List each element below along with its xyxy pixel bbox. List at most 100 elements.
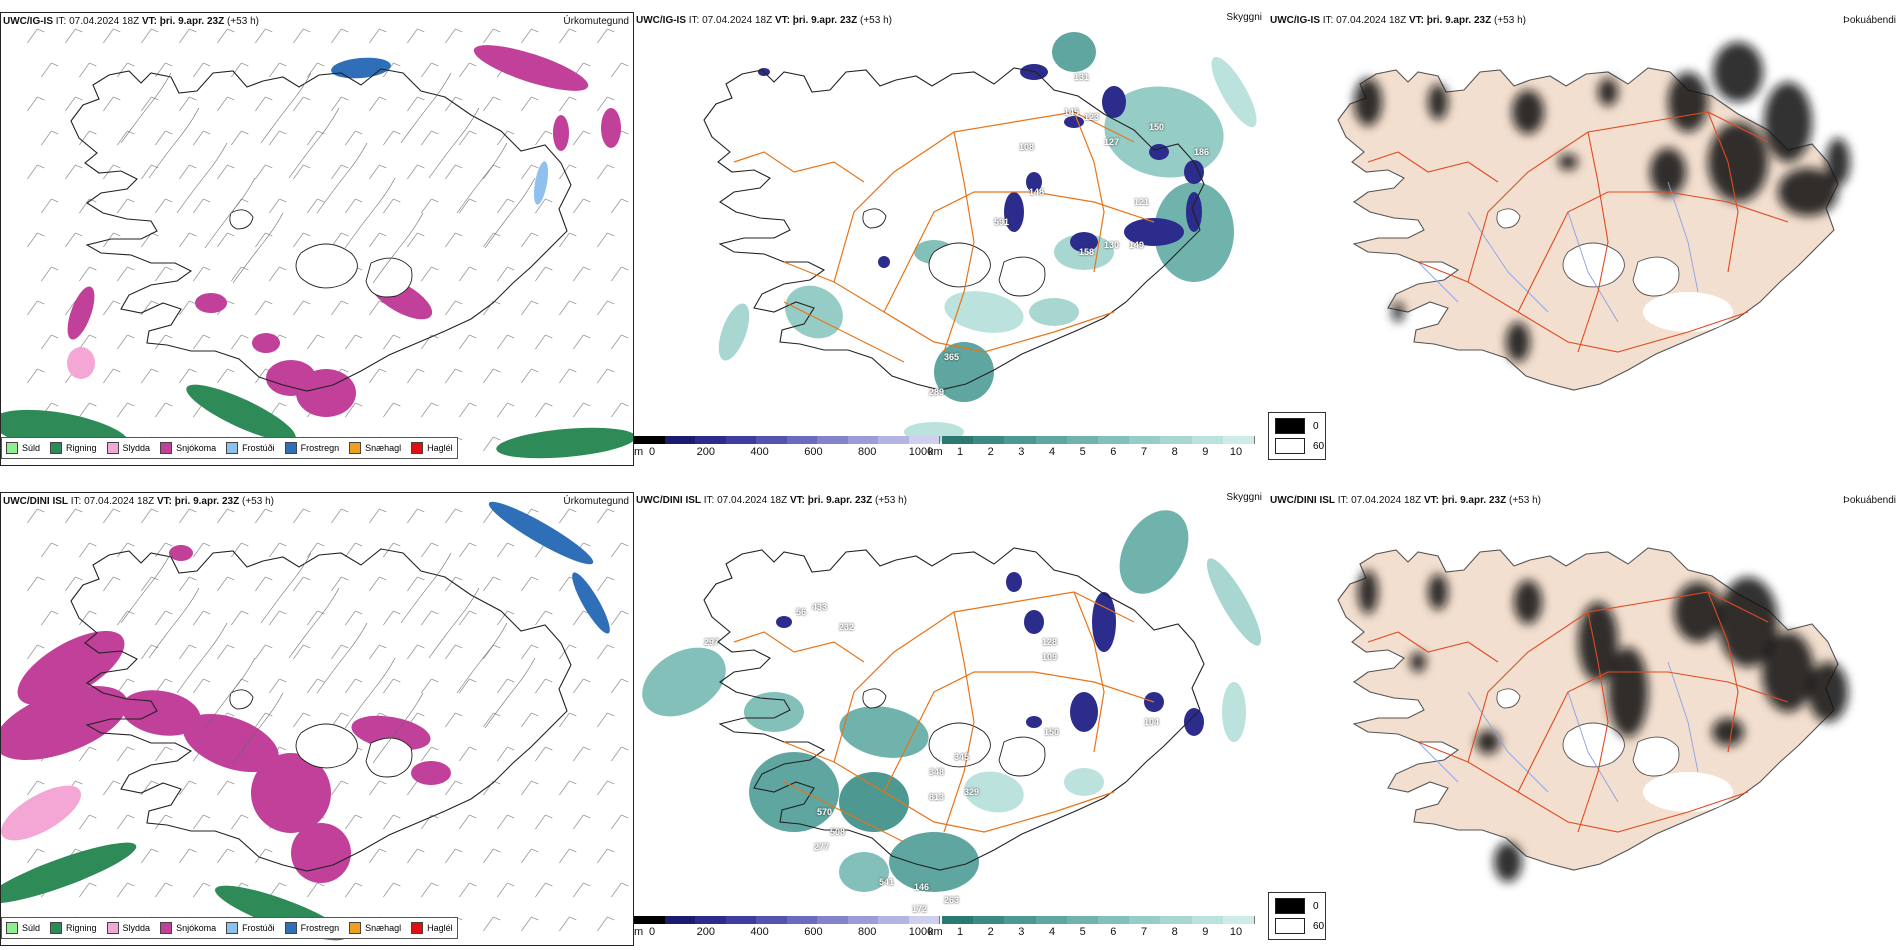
wind-barb <box>27 96 38 112</box>
wind-barb <box>597 164 608 180</box>
fog-high-area <box>1713 42 1763 102</box>
colorbar-segment <box>1066 436 1099 444</box>
fog-high-area <box>1354 78 1382 126</box>
wind-barb <box>559 164 570 180</box>
wind-barb <box>559 508 570 524</box>
panel-title: UWC/DINI ISL IT: 07.04.2024 18Z VT: þri.… <box>3 496 274 507</box>
wind-barb <box>179 96 190 112</box>
wind-barb <box>293 508 304 524</box>
visibility-value-label: 56 <box>796 607 807 617</box>
wind-barb-flag <box>265 164 273 169</box>
wind-barb-flag <box>279 266 287 271</box>
colorbar-tick: 9 <box>1202 446 1209 458</box>
lead-time: (+53 h) <box>875 495 907 506</box>
wind-barb-flag <box>583 814 591 819</box>
visibility-value-label: 263 <box>944 895 960 905</box>
wind-barb-flag <box>113 96 121 101</box>
wind-barb-flag <box>583 334 591 339</box>
glacier-outline <box>1562 242 1625 288</box>
wind-barb <box>255 96 266 112</box>
wind-barb-flag <box>113 28 121 33</box>
wind-barb-flag <box>569 712 577 717</box>
terrain-line <box>148 107 200 179</box>
wind-barb-flag <box>51 610 59 615</box>
wind-barb <box>459 746 470 762</box>
wind-barb <box>217 508 228 524</box>
wind-barb <box>407 164 418 180</box>
wind-barb <box>611 334 622 350</box>
wind-barb <box>117 198 128 214</box>
wind-barb-flag <box>37 508 45 513</box>
wind-barb-flag <box>227 232 235 237</box>
wind-barb <box>483 576 494 592</box>
wind-barb-flag <box>469 746 477 751</box>
wind-barb <box>193 542 204 558</box>
wind-barb-flag <box>569 916 577 921</box>
wind-barb-flag <box>51 266 59 271</box>
wind-barb-flag <box>127 542 135 547</box>
colorbar-segment <box>908 436 940 444</box>
wind-barb-flag <box>379 644 387 649</box>
colorbar-tick: 1 <box>956 446 964 458</box>
glacier-outline <box>365 737 413 778</box>
wind-barb <box>307 130 318 146</box>
precip-area <box>186 384 296 442</box>
terrain-line <box>428 107 480 179</box>
visibility-area <box>718 303 750 361</box>
wind-barb-flag <box>493 848 501 853</box>
glacier-outline <box>229 689 254 710</box>
fog-clear-area <box>1643 772 1733 812</box>
road <box>783 301 905 363</box>
wind-barb <box>559 300 570 316</box>
wind-barb-flag <box>379 164 387 169</box>
panel-title: UWC/DINI ISL IT: 07.04.2024 18Z VT: þri.… <box>636 495 907 506</box>
precip-area <box>572 572 610 634</box>
wind-barb <box>345 610 356 626</box>
wind-barb <box>497 746 508 762</box>
wind-barb <box>269 678 280 694</box>
wind-barb <box>141 780 152 796</box>
colorbar-tick: 0 <box>648 926 656 938</box>
wind-barb-flag <box>241 266 249 271</box>
lead-time: (+53 h) <box>1509 495 1541 506</box>
precip-legend-item: Haglél <box>411 442 453 454</box>
terrain-line <box>204 177 256 249</box>
wind-barb <box>421 62 432 78</box>
wind-barb-flag <box>37 300 45 305</box>
precip-area <box>251 753 331 833</box>
fog-legend-black-swatch <box>1275 898 1305 914</box>
fog-map <box>1337 42 1850 391</box>
wind-barb <box>445 368 456 384</box>
fog-high-area <box>1494 842 1522 882</box>
fog-panel-dini: UWC/DINI ISL IT: 07.04.2024 18Z VT: þri.… <box>1268 492 1900 944</box>
wind-barb-flag <box>469 882 477 887</box>
wind-barb <box>597 232 608 248</box>
wind-barb-flag <box>203 198 211 203</box>
wind-barb <box>117 746 128 762</box>
wind-barb-flag <box>37 232 45 237</box>
wind-barb-flag <box>455 28 463 33</box>
wind-barb-flag <box>621 62 629 67</box>
wind-barb <box>117 814 128 830</box>
wind-barb-flag <box>455 300 463 305</box>
colorbar-tick: 6 <box>1110 446 1117 458</box>
wind-barb-flag <box>127 610 135 615</box>
precip-legend-label: Snjókoma <box>176 923 217 933</box>
wind-barb-flag <box>127 746 135 751</box>
wind-barb-flag <box>113 232 121 237</box>
wind-barb <box>293 232 304 248</box>
visibility-area <box>839 772 909 832</box>
colorbar-segment <box>664 916 696 924</box>
wind-barb-flag <box>531 368 539 373</box>
wind-barb-flag <box>189 96 197 101</box>
wind-barb <box>193 814 204 830</box>
wind-barb <box>41 542 52 558</box>
road <box>1707 111 1739 273</box>
colorbar-tick: 2 <box>987 926 994 938</box>
precip-type-panel-igis: UWC/IG-IS IT: 07.04.2024 18Z VT: þri. 9.… <box>0 12 634 466</box>
wind-barb-flag <box>507 334 515 339</box>
wind-barb <box>331 644 342 660</box>
it-value: 07.04.2024 18Z <box>69 16 140 27</box>
fog-legend-low: 0 <box>1313 900 1319 912</box>
glacier-outline <box>1632 736 1680 777</box>
